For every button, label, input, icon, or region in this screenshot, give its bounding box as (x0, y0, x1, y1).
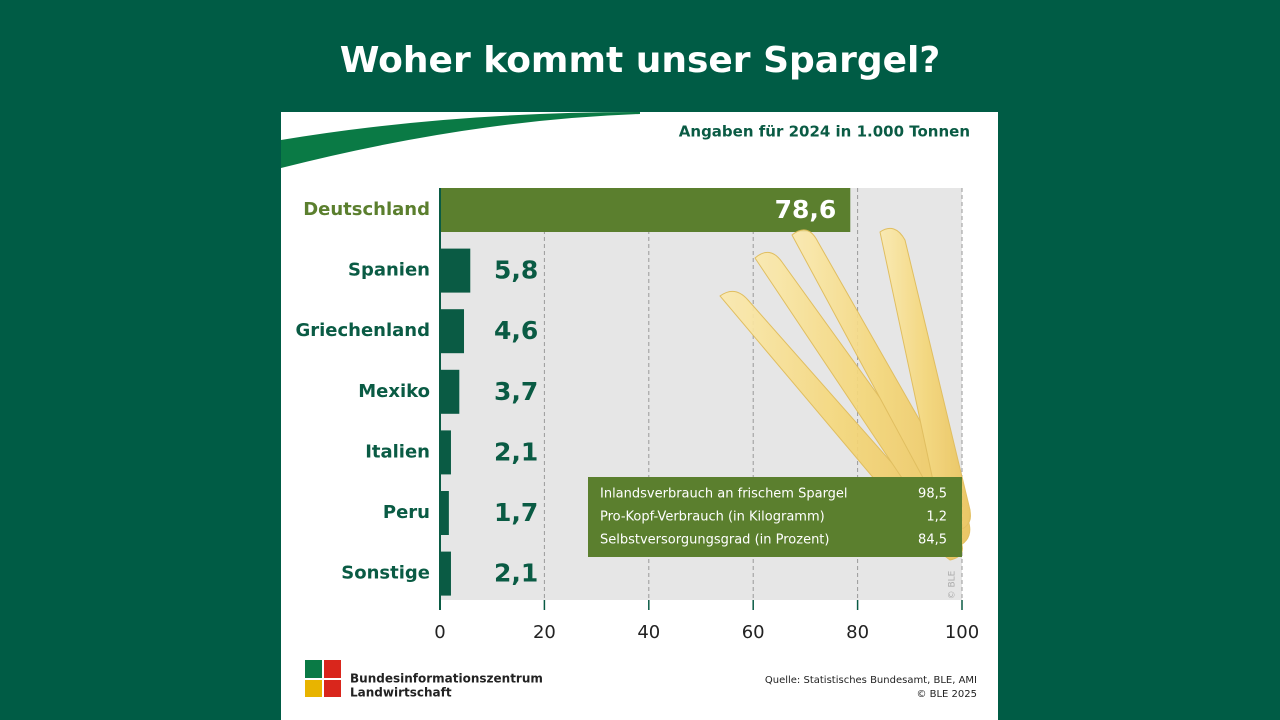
value-label: 3,7 (494, 377, 538, 406)
info-rows: Inlandsverbrauch an frischem Spargel 98,5… (600, 487, 947, 548)
source: Quelle: Statistisches Bundesamt, BLE, AM… (765, 675, 977, 686)
y-tick-label: Italien (365, 441, 430, 462)
info-label: Inlandsverbrauch an frischem Spargel (600, 487, 848, 502)
y-tick-label: Sonstige (341, 563, 430, 584)
x-tick-label: 60 (742, 622, 765, 643)
info-value: 84,5 (918, 533, 947, 548)
y-tick-label: Deutschland (303, 199, 430, 220)
x-tick-label: 80 (846, 622, 869, 643)
x-tick-label: 20 (533, 622, 556, 643)
logo-part (305, 680, 322, 697)
bar (440, 309, 465, 354)
x-tick-label: 100 (945, 622, 979, 643)
bar (440, 491, 449, 535)
y-tick-label: Mexiko (358, 381, 430, 402)
y-tick-label: Spanien (348, 260, 430, 281)
logo-part (305, 660, 322, 678)
logo-part (324, 680, 341, 697)
bar (440, 551, 451, 596)
x-tick-label: 0 (434, 622, 445, 643)
info-label: Pro-Kopf-Verbrauch (in Kilogramm) (600, 510, 825, 525)
value-label: 2,1 (494, 437, 538, 466)
chart-title: Woher kommt unser Spargel? (340, 40, 941, 81)
swoosh (281, 112, 640, 168)
logo (305, 660, 341, 697)
publisher: Bundesinformationszentrum (350, 672, 543, 686)
info-value: 1,2 (926, 510, 947, 525)
bar (440, 248, 471, 293)
value-label: 4,6 (494, 316, 538, 345)
value-label: 1,7 (494, 498, 538, 527)
y-tick-label: Peru (383, 502, 430, 523)
image-credit: © BLE (948, 570, 958, 599)
info-value: 98,5 (918, 487, 947, 502)
info-box (588, 477, 962, 557)
bars: Deutschland 78,6 Spanien 5,8 Griechenland 4,6… (295, 188, 851, 596)
subtitle: Angaben für 2024 in 1.000 Tonnen (679, 123, 970, 141)
bar (440, 369, 460, 414)
y-tick-label: Griechenland (295, 320, 430, 341)
value-label: 78,6 (775, 195, 837, 224)
publisher: Landwirtschaft (350, 686, 452, 700)
logo-part (324, 660, 341, 678)
copyright: © BLE 2025 (916, 689, 977, 700)
value-label: 5,8 (494, 256, 538, 285)
info-label: Selbstversorgungsgrad (in Prozent) (600, 533, 829, 548)
value-label: 2,1 (494, 559, 538, 588)
x-tick-label: 40 (637, 622, 660, 643)
bar (440, 430, 451, 475)
bar (440, 188, 851, 232)
